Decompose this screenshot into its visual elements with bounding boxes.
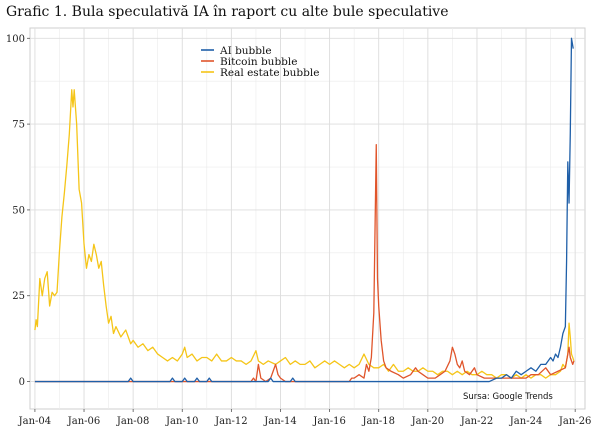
y-tick-label-0: 0 xyxy=(19,377,25,388)
chart-title: Grafic 1. Bula speculativă IA în raport … xyxy=(6,4,449,20)
series-lines xyxy=(34,37,575,383)
x-tick-label-jan-26: Jan-26 xyxy=(558,416,592,427)
x-tick-label-jan-10: Jan-10 xyxy=(165,416,199,427)
series-line-bitcoin-bubble xyxy=(34,144,575,383)
x-tick-label-jan-18: Jan-18 xyxy=(361,416,395,427)
legend-label-bitcoin-bubble: Bitcoin bubble xyxy=(220,56,297,68)
y-tick-label-75: 75 xyxy=(12,120,25,131)
x-tick-label-jan-16: Jan-16 xyxy=(312,416,346,427)
x-tick-label-jan-04: Jan-04 xyxy=(18,416,52,427)
x-tick-label-jan-08: Jan-08 xyxy=(116,416,150,427)
series-line-real-estate-bubble xyxy=(34,89,575,379)
x-tick-label-jan-24: Jan-24 xyxy=(509,416,543,427)
y-tick-label-25: 25 xyxy=(12,291,25,302)
y-axis: 0 25 50 75 100 xyxy=(6,34,30,388)
grid-lines xyxy=(30,28,585,409)
x-tick-label-jan-06: Jan-06 xyxy=(67,416,101,427)
x-tick-label-jan-12: Jan-12 xyxy=(214,416,248,427)
y-tick-label-50: 50 xyxy=(12,205,25,216)
x-tick-label-jan-22: Jan-22 xyxy=(460,416,494,427)
x-tick-label-jan-20: Jan-20 xyxy=(411,416,445,427)
x-tick-label-jan-14: Jan-14 xyxy=(263,416,297,427)
legend: AI bubble Bitcoin bubble Real estate bub… xyxy=(201,45,319,79)
y-tick-label-100: 100 xyxy=(6,34,25,45)
plot-area-background xyxy=(29,27,586,410)
legend-label-ai-bubble: AI bubble xyxy=(219,45,272,57)
source-note: Sursa: Google Trends xyxy=(463,392,553,402)
x-axis: Jan-04 Jan-06 Jan-08 Jan-10 Jan-12 Jan-14 Jan-… xyxy=(18,409,592,427)
legend-label-real-estate-bubble: Real estate bubble xyxy=(220,67,319,79)
series-line-ai-bubble xyxy=(34,37,574,383)
